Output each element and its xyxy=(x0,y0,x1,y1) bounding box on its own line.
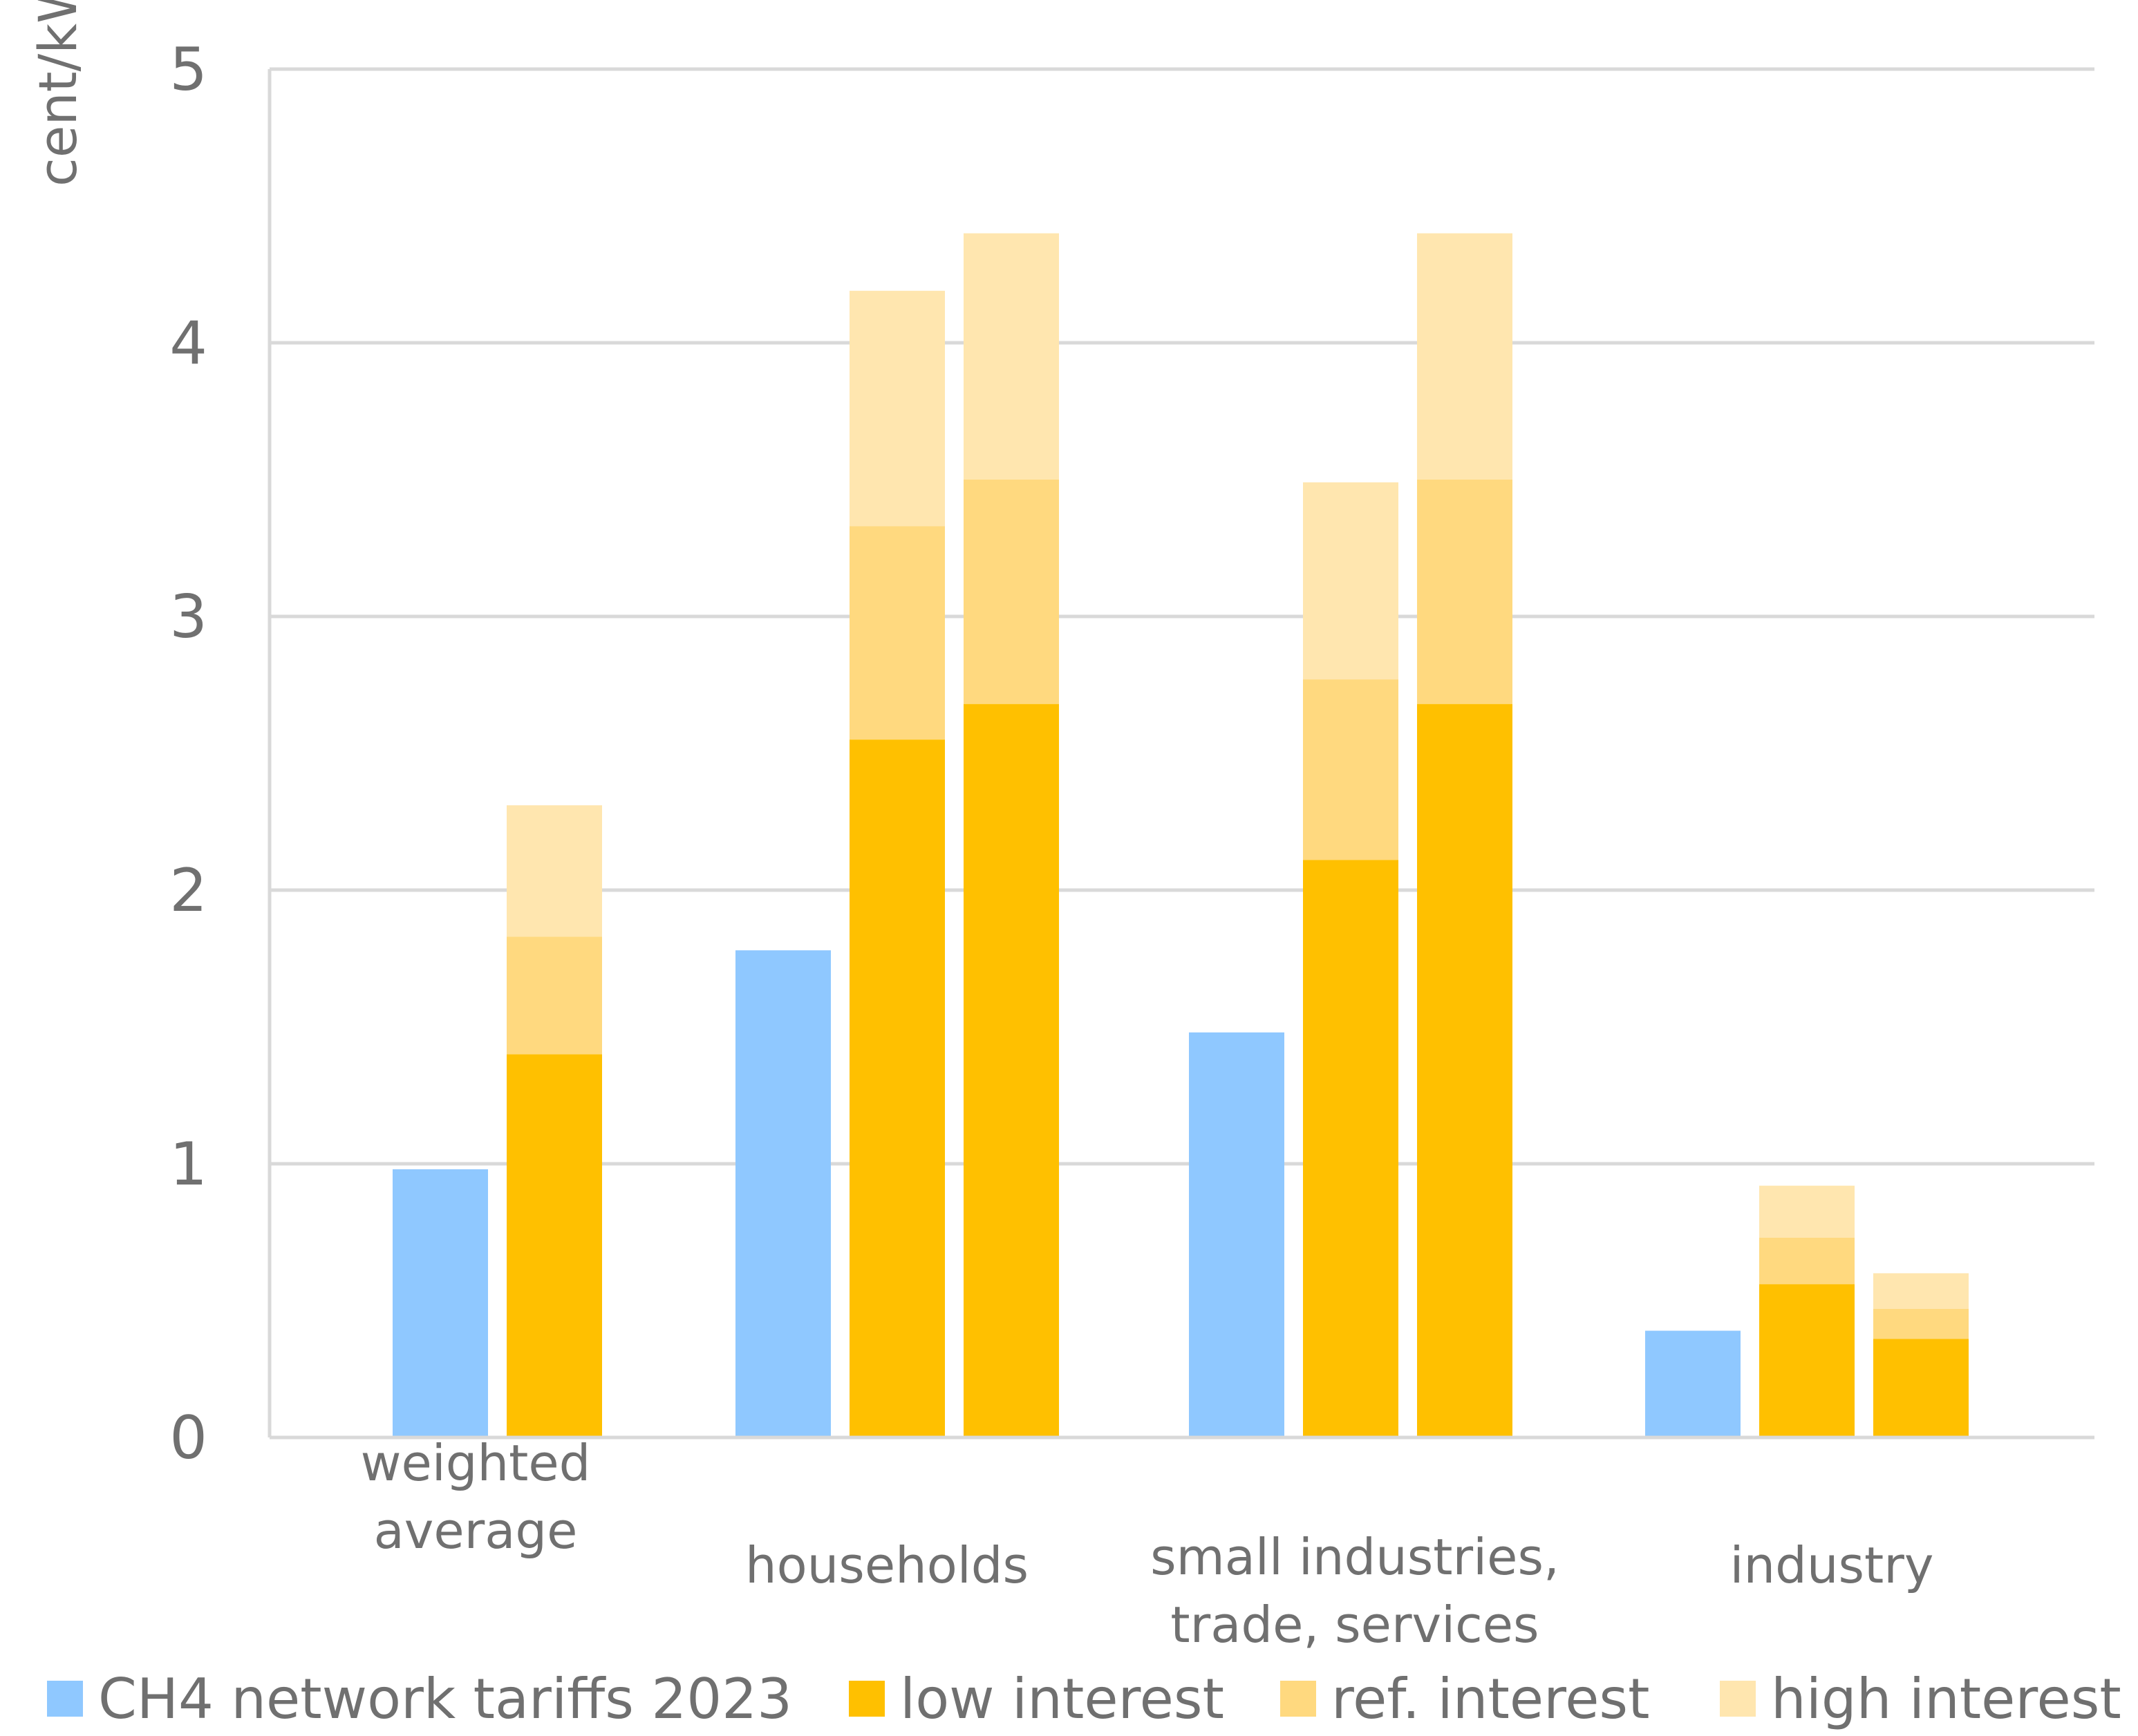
y-tick-label: 5 xyxy=(169,35,207,104)
bar-segment-high-interest xyxy=(850,290,945,527)
legend-label: low interest xyxy=(900,1667,1224,1731)
category-label: average xyxy=(374,1502,578,1560)
bars xyxy=(393,233,1969,1437)
axes xyxy=(268,69,2094,1440)
bar-ch4-network-tariffs xyxy=(393,1169,488,1437)
category-label: industry xyxy=(1730,1536,1934,1594)
category-label: weighted xyxy=(361,1434,591,1492)
bar-segment-ref-interest xyxy=(1417,480,1512,704)
category-label: small industries, xyxy=(1150,1528,1559,1586)
bar-segment-low-interest xyxy=(1873,1339,1969,1437)
legend-swatch xyxy=(849,1681,885,1717)
legend-label: ref. interest xyxy=(1331,1667,1649,1731)
y-axis-title: cent/kWh xyxy=(27,0,88,187)
y-tick-label: 4 xyxy=(169,309,207,378)
legend-label: high interest xyxy=(1771,1667,2121,1731)
category-labels: weighted average households small industrie… xyxy=(361,1434,1934,1654)
bar-segment-ref-interest xyxy=(850,526,945,740)
bar-segment-low-interest xyxy=(964,704,1059,1437)
bar-segment-low-interest xyxy=(1759,1284,1855,1437)
legend-swatch xyxy=(1280,1681,1316,1717)
bar-segment-high-interest xyxy=(964,233,1059,480)
y-tick-labels: 0 1 2 3 4 5 xyxy=(169,35,207,1473)
y-tick-label: 2 xyxy=(169,856,207,925)
bar-segment-high-interest xyxy=(1417,233,1512,480)
bar-segment-high-interest xyxy=(507,805,602,937)
bar-segment-low-interest xyxy=(1303,860,1398,1437)
bar-segment-high-interest xyxy=(1303,482,1398,680)
bar-segment-low-interest xyxy=(1417,704,1512,1437)
bar-ch4-network-tariffs xyxy=(1645,1330,1741,1437)
bar-ch4-network-tariffs xyxy=(1189,1032,1284,1437)
bar-segment-high-interest xyxy=(1759,1185,1855,1238)
bar-ch4-network-tariffs xyxy=(735,950,831,1437)
y-tick-label: 1 xyxy=(169,1130,207,1199)
y-tick-label: 3 xyxy=(169,583,207,652)
bar-segment-ref-interest xyxy=(1759,1237,1855,1285)
legend: CH4 network tariffs 2023 low interest ref.… xyxy=(47,1667,2121,1731)
bar-segment-ref-interest xyxy=(964,480,1059,704)
bar-segment-ref-interest xyxy=(1303,679,1398,860)
legend-swatch xyxy=(1720,1681,1756,1717)
legend-swatch xyxy=(47,1681,83,1717)
bar-segment-ref-interest xyxy=(1873,1308,1969,1339)
bar-segment-low-interest xyxy=(507,1054,602,1437)
category-label: households xyxy=(745,1536,1029,1594)
bar-segment-high-interest xyxy=(1873,1273,1969,1309)
category-label: trade, services xyxy=(1170,1596,1539,1654)
bar-segment-ref-interest xyxy=(507,936,602,1055)
y-tick-label: 0 xyxy=(169,1404,207,1473)
legend-label: CH4 network tariffs 2023 xyxy=(98,1667,792,1731)
bar-segment-low-interest xyxy=(850,739,945,1437)
